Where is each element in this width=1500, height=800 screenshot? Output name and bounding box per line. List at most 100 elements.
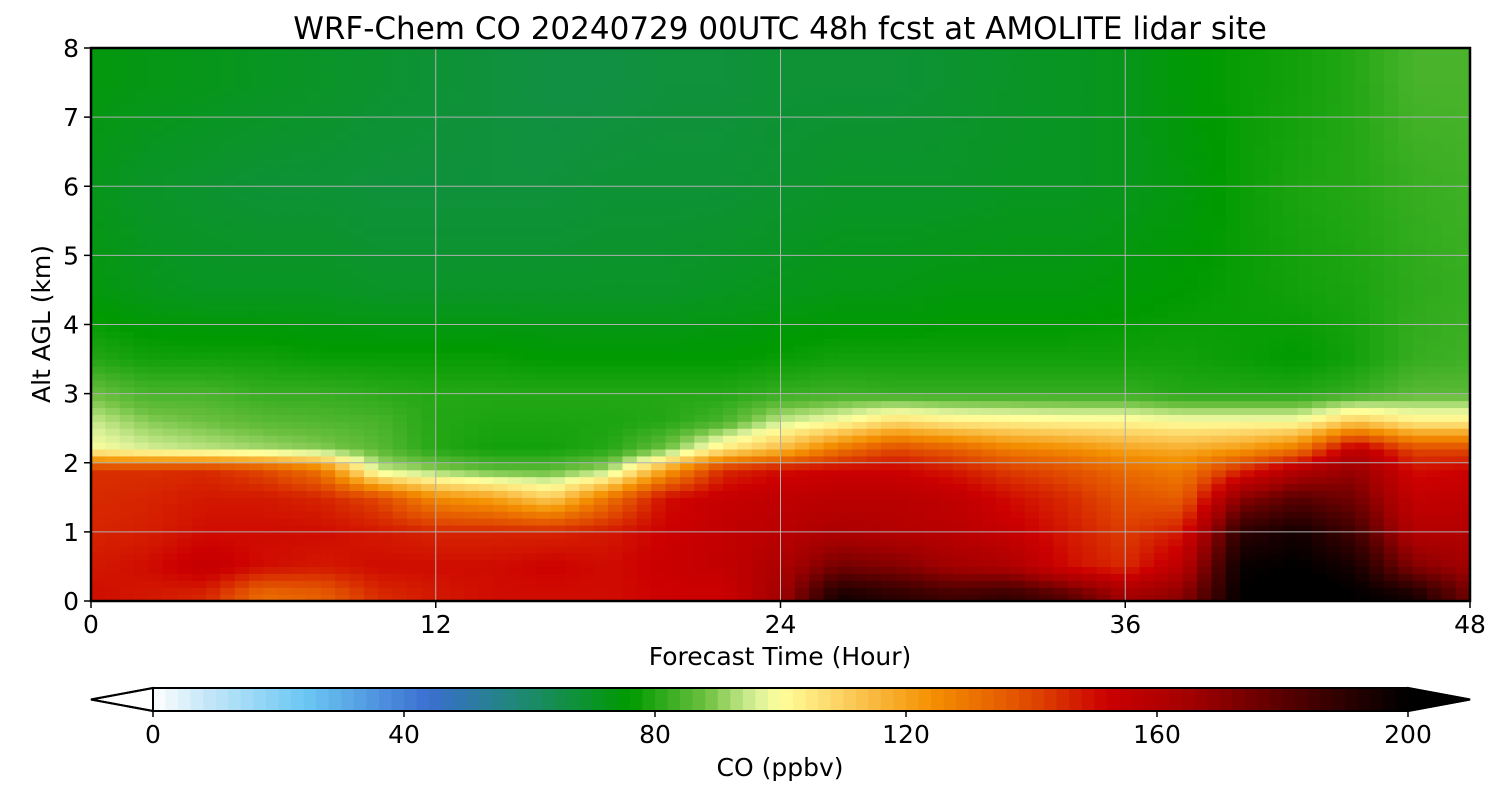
heatmap-cell bbox=[766, 497, 782, 505]
heatmap-cell bbox=[234, 193, 250, 201]
heatmap-cell bbox=[708, 200, 724, 208]
heatmap-cell bbox=[306, 580, 322, 588]
heatmap-cell bbox=[708, 365, 724, 374]
heatmap-cell bbox=[895, 324, 911, 333]
heatmap-cell bbox=[349, 48, 365, 56]
heatmap-cell bbox=[435, 234, 451, 243]
heatmap-cell bbox=[220, 130, 236, 139]
heatmap-cell bbox=[450, 303, 466, 312]
heatmap-cell bbox=[837, 193, 853, 201]
heatmap-cell bbox=[751, 283, 767, 291]
heatmap-cell bbox=[335, 137, 351, 146]
heatmap-cell bbox=[363, 220, 379, 229]
heatmap-cell bbox=[91, 587, 106, 595]
heatmap-cell bbox=[622, 103, 638, 111]
heatmap-cell bbox=[450, 158, 466, 167]
heatmap-cell bbox=[521, 379, 537, 388]
heatmap-cell bbox=[134, 580, 150, 588]
heatmap-cell bbox=[478, 234, 494, 243]
heatmap-cell bbox=[952, 130, 968, 139]
heatmap-cell bbox=[335, 400, 351, 409]
heatmap-cell bbox=[593, 144, 609, 153]
heatmap-cell bbox=[694, 137, 710, 146]
heatmap-cell bbox=[435, 172, 451, 180]
heatmap-cell bbox=[148, 48, 164, 56]
heatmap-cell bbox=[507, 186, 523, 194]
heatmap-cell bbox=[162, 338, 178, 346]
heatmap-cell bbox=[105, 296, 121, 305]
heatmap-cell bbox=[679, 172, 695, 180]
heatmap-cell bbox=[363, 193, 379, 201]
heatmap-cell bbox=[134, 227, 150, 236]
heatmap-cell bbox=[464, 365, 480, 374]
heatmap-cell bbox=[536, 393, 552, 402]
heatmap-cell bbox=[608, 144, 624, 153]
heatmap-cell bbox=[335, 241, 351, 250]
heatmap-cell bbox=[464, 276, 480, 284]
heatmap-cell bbox=[91, 428, 106, 436]
heatmap-cell bbox=[881, 317, 897, 326]
heatmap-cell bbox=[335, 227, 351, 236]
heatmap-cell bbox=[220, 110, 236, 118]
heatmap-cell bbox=[421, 310, 437, 319]
heatmap-cell bbox=[837, 296, 853, 305]
heatmap-cell bbox=[234, 587, 250, 595]
heatmap-cell bbox=[119, 213, 135, 222]
heatmap-cell bbox=[220, 379, 236, 388]
heatmap-cell bbox=[450, 359, 466, 367]
heatmap-cell bbox=[924, 359, 940, 367]
heatmap-cell bbox=[507, 193, 523, 201]
heatmap-cell bbox=[335, 144, 351, 153]
heatmap-cell bbox=[320, 89, 336, 97]
heatmap-cell bbox=[651, 48, 667, 56]
heatmap-cell bbox=[421, 117, 437, 125]
heatmap-cell bbox=[809, 310, 825, 319]
heatmap-cell bbox=[895, 124, 911, 132]
heatmap-cell bbox=[450, 110, 466, 118]
heatmap-cell bbox=[177, 365, 193, 374]
heatmap-cell bbox=[507, 511, 523, 519]
heatmap-cell bbox=[608, 110, 624, 118]
heatmap-cell bbox=[780, 283, 796, 291]
heatmap-cell bbox=[737, 172, 753, 180]
heatmap-cell bbox=[952, 241, 968, 250]
heatmap-cell bbox=[536, 552, 552, 561]
heatmap-cell bbox=[694, 303, 710, 312]
heatmap-cell bbox=[306, 151, 322, 160]
heatmap-cell bbox=[263, 269, 279, 277]
heatmap-cell bbox=[967, 518, 983, 526]
heatmap-cell bbox=[363, 566, 379, 574]
heatmap-cell bbox=[895, 483, 911, 491]
heatmap-cell bbox=[507, 144, 523, 153]
heatmap-cell bbox=[608, 504, 624, 512]
heatmap-cell bbox=[967, 345, 983, 353]
heatmap-cell bbox=[478, 518, 494, 526]
heatmap-cell bbox=[866, 538, 882, 547]
heatmap-cell bbox=[723, 504, 738, 512]
heatmap-cell bbox=[780, 248, 796, 256]
heatmap-cell bbox=[924, 414, 940, 422]
heatmap-cell bbox=[148, 400, 164, 409]
heatmap-cell bbox=[392, 469, 408, 478]
heatmap-cell bbox=[909, 158, 925, 167]
heatmap-cell bbox=[421, 386, 437, 395]
heatmap-cell bbox=[823, 559, 839, 568]
heatmap-cell bbox=[780, 130, 796, 139]
heatmap-cell bbox=[651, 559, 667, 568]
heatmap-cell bbox=[593, 531, 609, 540]
heatmap-cell bbox=[938, 511, 954, 519]
heatmap-cell bbox=[507, 421, 523, 429]
heatmap-cell bbox=[363, 545, 379, 554]
heatmap-cell bbox=[435, 573, 451, 581]
heatmap-cell bbox=[320, 130, 336, 139]
heatmap-cell bbox=[852, 504, 868, 512]
heatmap-cell bbox=[521, 68, 537, 77]
heatmap-cell bbox=[205, 559, 221, 568]
heatmap-cell bbox=[938, 414, 954, 422]
heatmap-cell bbox=[866, 241, 882, 250]
heatmap-cell bbox=[924, 186, 940, 194]
heatmap-cell bbox=[320, 110, 336, 118]
heatmap-cell bbox=[177, 130, 193, 139]
heatmap-cell bbox=[392, 200, 408, 208]
heatmap-cell bbox=[277, 379, 293, 388]
